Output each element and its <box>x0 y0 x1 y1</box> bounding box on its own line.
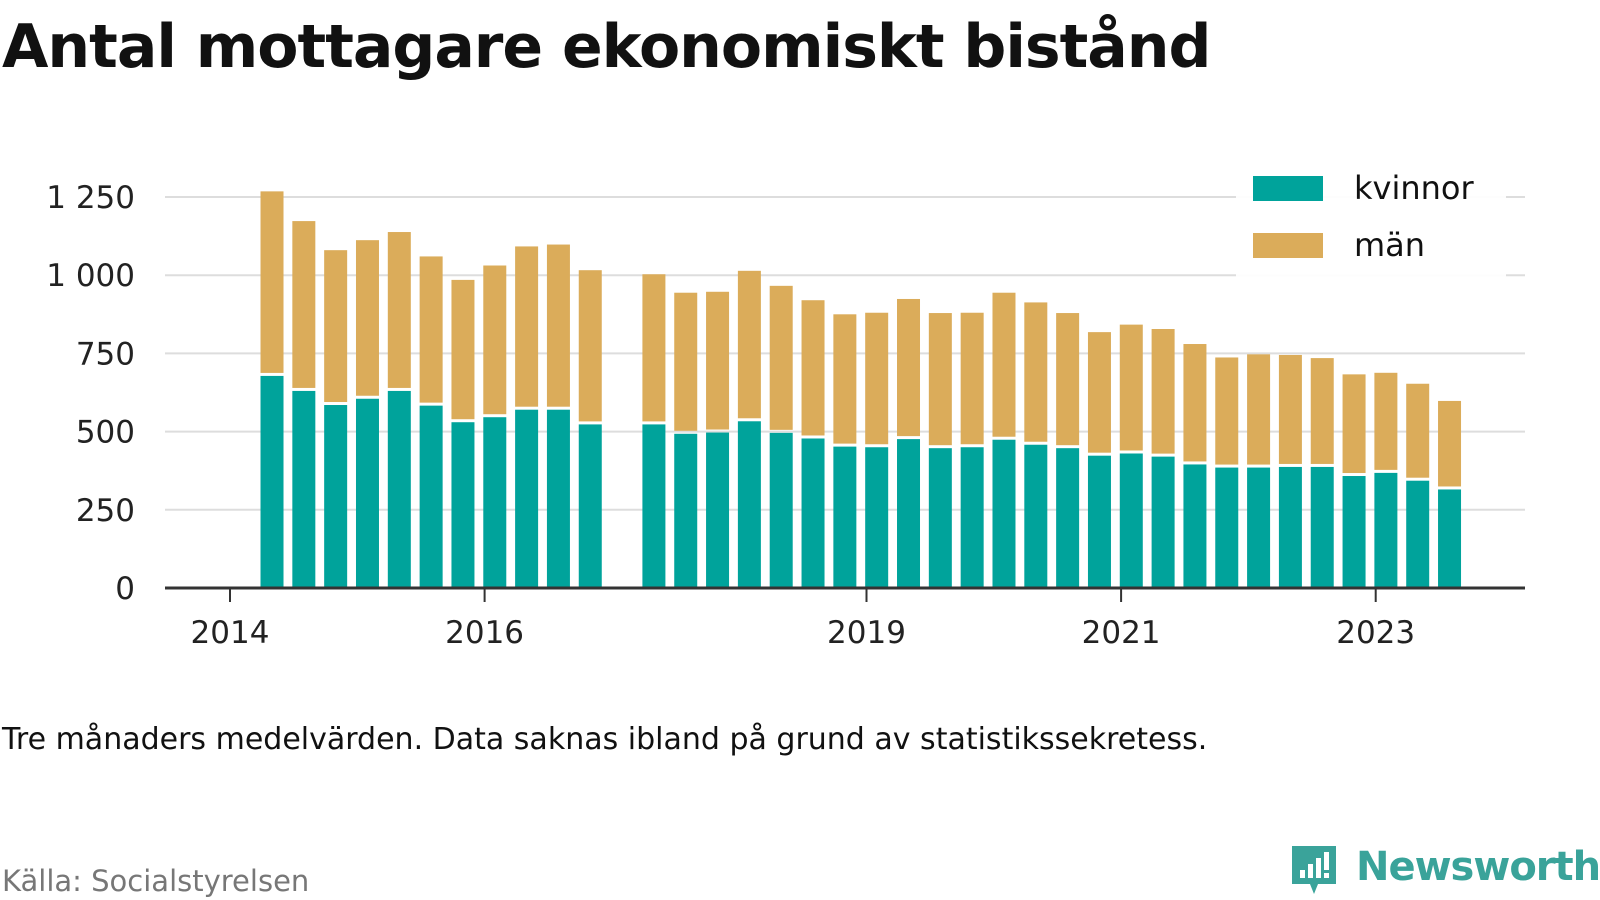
bar-kvinnor <box>578 424 602 588</box>
bar-man <box>1247 354 1271 465</box>
bar-kvinnor <box>1183 464 1207 588</box>
bar-man <box>546 244 570 407</box>
bars <box>260 191 1462 588</box>
y-tick-label: 1 250 <box>46 180 135 216</box>
bar-kvinnor <box>642 424 666 588</box>
logo-icon <box>1292 846 1336 894</box>
bar-man <box>1119 324 1143 451</box>
legend-label-män: män <box>1354 226 1425 264</box>
bar-kvinnor <box>1247 467 1271 588</box>
x-tick-label: 2023 <box>1336 615 1415 651</box>
bar-man <box>865 312 889 445</box>
bar-man <box>642 274 666 422</box>
bar-kvinnor <box>833 446 857 588</box>
bar-man <box>1374 372 1398 470</box>
y-tick-label: 1 000 <box>46 258 135 294</box>
bar-man <box>897 298 921 437</box>
bar-man <box>674 292 698 431</box>
chart-note: Tre månaders medelvärden. Data saknas ib… <box>2 722 1208 757</box>
bar-kvinnor <box>737 421 761 588</box>
bar-man <box>1438 400 1462 487</box>
y-tick-label: 0 <box>115 571 135 607</box>
y-tick-label: 500 <box>76 415 135 451</box>
bar-kvinnor <box>355 398 379 588</box>
bar-man <box>801 300 825 436</box>
bar-kvinnor <box>928 448 952 588</box>
bar-man <box>833 314 857 444</box>
x-tick-label: 2021 <box>1082 615 1161 651</box>
bar-man <box>1406 383 1430 478</box>
bar-kvinnor <box>865 447 889 588</box>
bar-man <box>706 291 730 430</box>
bar-man <box>1056 313 1080 446</box>
bar-man <box>578 270 602 422</box>
y-tick-label: 750 <box>76 336 135 372</box>
bar-kvinnor <box>483 417 507 588</box>
bar-man <box>1215 357 1239 465</box>
newsworthy-logo: Newsworthy <box>1288 840 1600 898</box>
bar-kvinnor <box>706 432 730 588</box>
bar-kvinnor <box>515 409 539 588</box>
bar-man <box>960 312 984 445</box>
brand-name: Newsworthy <box>1356 844 1600 890</box>
bar-kvinnor <box>992 439 1016 588</box>
bar-man <box>1024 302 1048 442</box>
bar-kvinnor <box>1278 466 1302 588</box>
bar-kvinnor <box>451 422 475 588</box>
bar-kvinnor <box>801 438 825 588</box>
x-tick-label: 2019 <box>827 615 906 651</box>
legend-swatch-män <box>1253 233 1323 258</box>
legend-label-kvinnor: kvinnor <box>1354 169 1475 207</box>
bar-man <box>387 232 411 388</box>
bar-man <box>1342 374 1366 474</box>
bar-man <box>1151 329 1175 454</box>
bar-kvinnor <box>1151 456 1175 588</box>
bar-man <box>483 265 507 415</box>
bar-kvinnor <box>960 447 984 588</box>
bar-kvinnor <box>324 405 348 588</box>
bar-kvinnor <box>1406 480 1430 588</box>
bar-kvinnor <box>1310 466 1334 588</box>
bar-kvinnor <box>1215 467 1239 588</box>
bar-man <box>737 270 761 419</box>
bar-kvinnor <box>769 432 793 588</box>
bar-kvinnor <box>897 439 921 588</box>
bar-man <box>515 246 539 407</box>
axes: 0 250 500 750 1 000 1 250 2014 2016 2019 2021 2023 <box>46 180 1525 651</box>
source-label: Källa: Socialstyrelsen <box>2 864 310 898</box>
bar-man <box>355 240 379 396</box>
bar-kvinnor <box>1119 453 1143 588</box>
bar-man <box>260 191 284 373</box>
chart-title: Antal mottagare ekonomiskt bistånd <box>2 12 1211 82</box>
bar-kvinnor <box>546 409 570 588</box>
bar-kvinnor <box>387 390 411 588</box>
bar-kvinnor <box>1087 455 1111 588</box>
bar-kvinnor <box>674 433 698 588</box>
x-tick-label: 2016 <box>445 615 524 651</box>
bar-kvinnor <box>292 390 316 588</box>
bar-kvinnor <box>260 375 284 588</box>
bar-man <box>1183 344 1207 462</box>
bar-man <box>928 313 952 446</box>
bar-man <box>1087 332 1111 453</box>
bar-man <box>419 256 443 403</box>
bar-man <box>1310 358 1334 464</box>
bar-kvinnor <box>1056 448 1080 588</box>
bar-kvinnor <box>1342 476 1366 588</box>
bar-man <box>324 250 348 403</box>
bar-kvinnor <box>1374 472 1398 588</box>
bar-man <box>769 285 793 430</box>
bar-man <box>451 279 475 420</box>
legend-swatch-kvinnor <box>1253 176 1323 201</box>
bar-man <box>1278 354 1302 464</box>
bar-kvinnor <box>1024 444 1048 588</box>
bar-kvinnor <box>419 405 443 588</box>
bar-kvinnor <box>1438 489 1462 588</box>
bar-man <box>292 221 316 388</box>
legend: kvinnor män <box>1236 162 1506 278</box>
bar-man <box>992 292 1016 437</box>
y-tick-label: 250 <box>76 493 135 529</box>
x-tick-label: 2014 <box>191 615 270 651</box>
